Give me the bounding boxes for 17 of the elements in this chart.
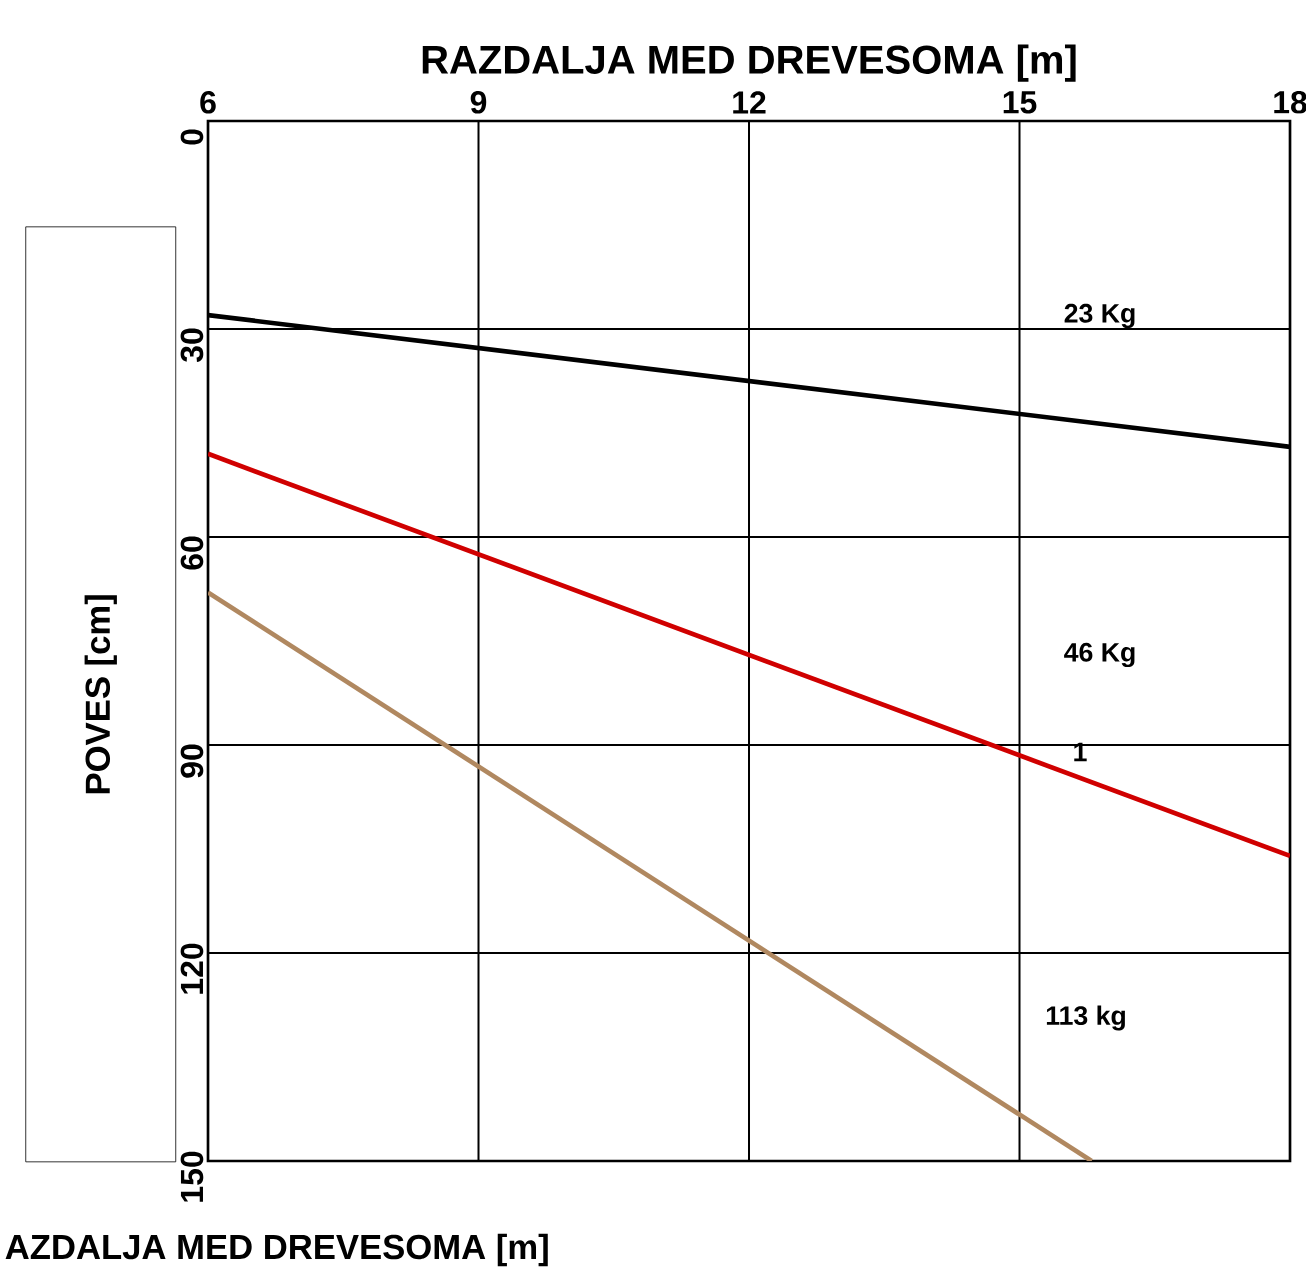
- x-tick-label: 15: [1003, 91, 1037, 114]
- x-tick-label: 9: [470, 90, 487, 114]
- y-tick-label: 120: [180, 943, 204, 994]
- x-tick-label: 12: [733, 91, 766, 114]
- x-axis-title: RAZDALJA MED DREVESOMA [m]: [422, 44, 1076, 82]
- y-tick-label: 150: [180, 1151, 204, 1202]
- x-tick-label: 18: [1274, 90, 1306, 114]
- text: AZDALJA MED DREVESOMA [m]: [5, 1233, 548, 1267]
- y-tick-label: 60: [180, 536, 204, 570]
- y-tick-label: 30: [180, 328, 204, 363]
- annotation: 23 Kg: [1064, 303, 1135, 329]
- y-axis-title: POVES [cm]: [84, 595, 117, 794]
- y-tick-label: 90: [180, 744, 204, 778]
- annotation: 46 Kg: [1064, 642, 1135, 668]
- y-tick-label: 0: [180, 129, 204, 145]
- annotation: 113 kg: [1046, 1005, 1125, 1031]
- x-tick-label: 6: [200, 90, 216, 114]
